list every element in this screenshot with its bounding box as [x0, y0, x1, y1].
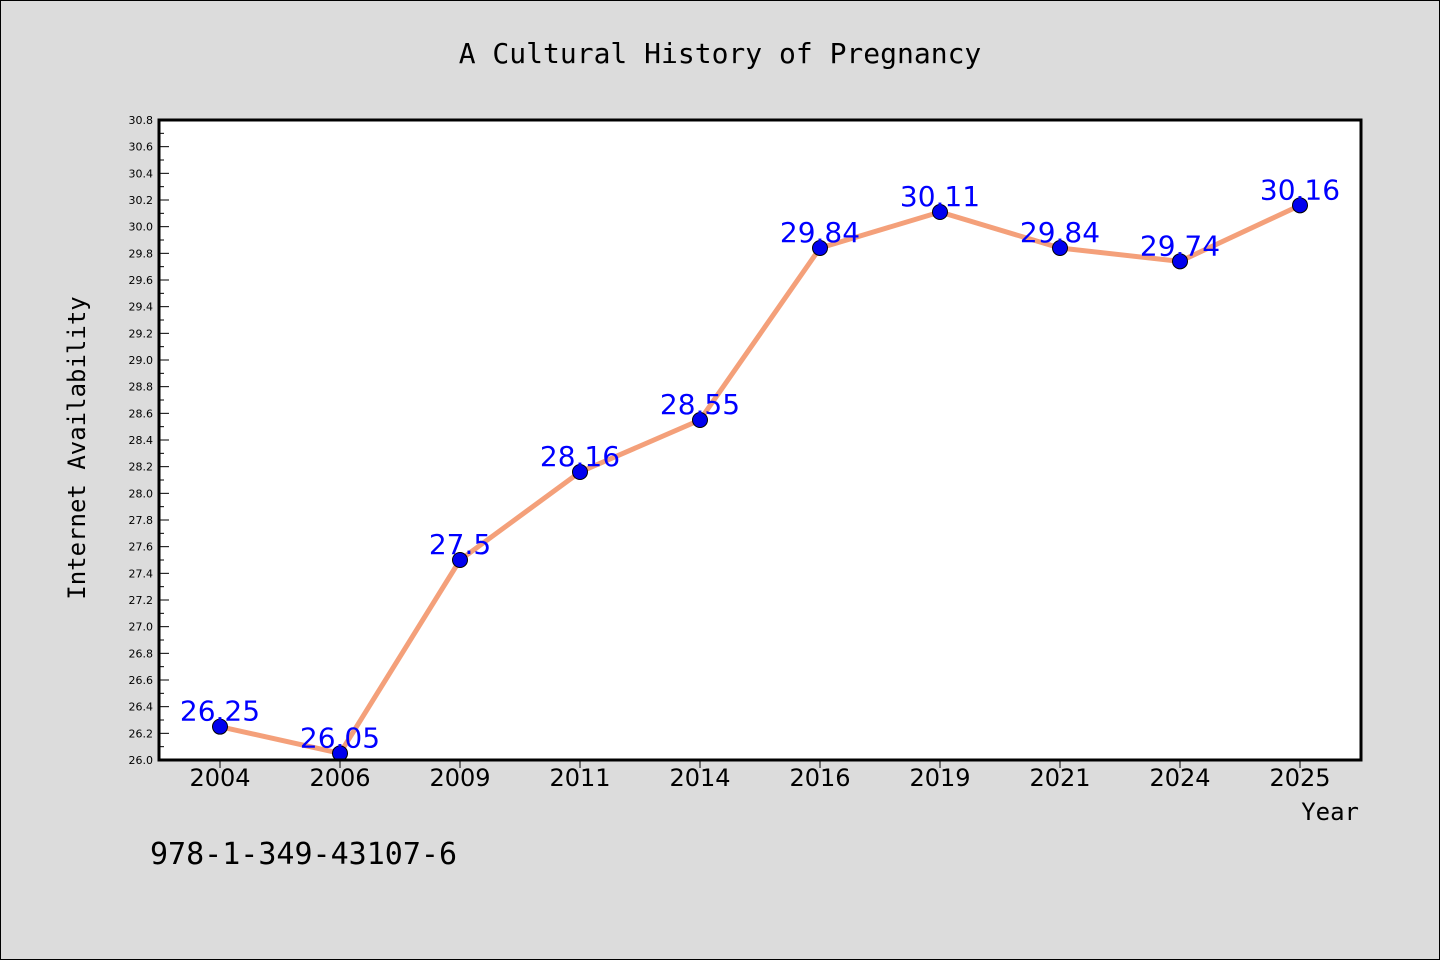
y-tick-label: 28.8 — [129, 381, 154, 394]
y-tick-label: 29.8 — [129, 247, 154, 260]
data-label: 30.16 — [1260, 173, 1340, 206]
data-point — [452, 552, 468, 568]
data-label: 27.5 — [429, 528, 491, 561]
x-axis-label: Year — [1301, 798, 1359, 826]
x-tick-label: 2016 — [789, 764, 850, 792]
y-tick-label: 28.4 — [129, 434, 154, 447]
y-tick-label: 26.0 — [129, 754, 154, 767]
y-tick-label: 30.4 — [129, 167, 154, 180]
y-tick-label: 29.6 — [129, 274, 154, 287]
y-tick-label: 26.2 — [129, 727, 154, 740]
data-label: 29.74 — [1140, 229, 1220, 262]
data-point — [212, 718, 228, 735]
y-tick-label: 26.8 — [129, 647, 154, 660]
data-label: 29.84 — [780, 216, 860, 249]
y-axis-label: Internet Availability — [63, 296, 91, 599]
plot-area — [159, 120, 1361, 760]
data-label: 30.11 — [900, 180, 980, 213]
x-tick-label: 2006 — [309, 764, 370, 792]
isbn-text: 978-1-349-43107-6 — [150, 837, 457, 872]
data-label: 29.84 — [1020, 216, 1100, 249]
data-label: 26.05 — [300, 721, 380, 754]
x-tick-label: 2004 — [189, 764, 250, 792]
x-tick-label: 2024 — [1149, 764, 1210, 792]
y-tick-label: 30.2 — [129, 194, 154, 207]
x-tick-label: 2019 — [909, 764, 970, 792]
chart-title: A Cultural History of Pregnancy — [459, 37, 982, 70]
y-tick-label: 26.4 — [129, 701, 154, 714]
data-point — [1292, 197, 1308, 214]
series-markers — [212, 197, 1308, 762]
y-tick-label: 27.6 — [129, 541, 154, 554]
y-tick-label: 29.0 — [129, 354, 154, 367]
y-tick-label: 30.8 — [129, 114, 154, 127]
x-tick-label: 2009 — [429, 764, 490, 792]
x-tick-label: 2011 — [549, 764, 610, 792]
x-tick-label: 2021 — [1029, 764, 1090, 792]
x-tick-label: 2014 — [669, 764, 730, 792]
data-point — [932, 204, 948, 220]
y-axis-ticks: 26.0 26.2 26.4 26.6 26.8 27.0 27.2 27.4 27.6 27.8… — [129, 114, 169, 767]
y-tick-label: 26.6 — [129, 674, 154, 687]
data-label: 26.25 — [180, 695, 260, 728]
data-point — [812, 240, 828, 256]
y-tick-label: 29.2 — [129, 327, 154, 340]
y-tick-label: 29.4 — [129, 301, 154, 314]
data-point — [1172, 253, 1188, 270]
data-label: 28.16 — [540, 440, 620, 473]
y-tick-label: 28.6 — [129, 407, 154, 420]
x-tick-label: 2025 — [1269, 764, 1330, 792]
data-label: 28.55 — [660, 388, 740, 421]
y-tick-label: 27.4 — [129, 567, 154, 580]
data-labels: 26.25 26.05 27.5 28.16 28.55 29.84 30.11 29.84 2… — [180, 173, 1340, 754]
y-tick-label: 30.6 — [129, 141, 154, 154]
y-tick-label: 27.2 — [129, 594, 154, 607]
x-axis-ticks: 2004 2006 2009 2011 2014 2016 2019 2021 2024 2025 — [189, 760, 1331, 792]
y-tick-label: 27.8 — [129, 514, 154, 527]
y-tick-label: 27.0 — [129, 621, 154, 634]
y-tick-label: 28.0 — [129, 487, 154, 500]
y-tick-label: 30.0 — [129, 221, 154, 234]
data-point — [1052, 240, 1068, 256]
data-point — [572, 464, 588, 480]
y-tick-label: 28.2 — [129, 461, 154, 474]
plot-frame — [157, 118, 1363, 762]
data-point — [692, 412, 708, 428]
series-line — [217, 202, 1303, 756]
